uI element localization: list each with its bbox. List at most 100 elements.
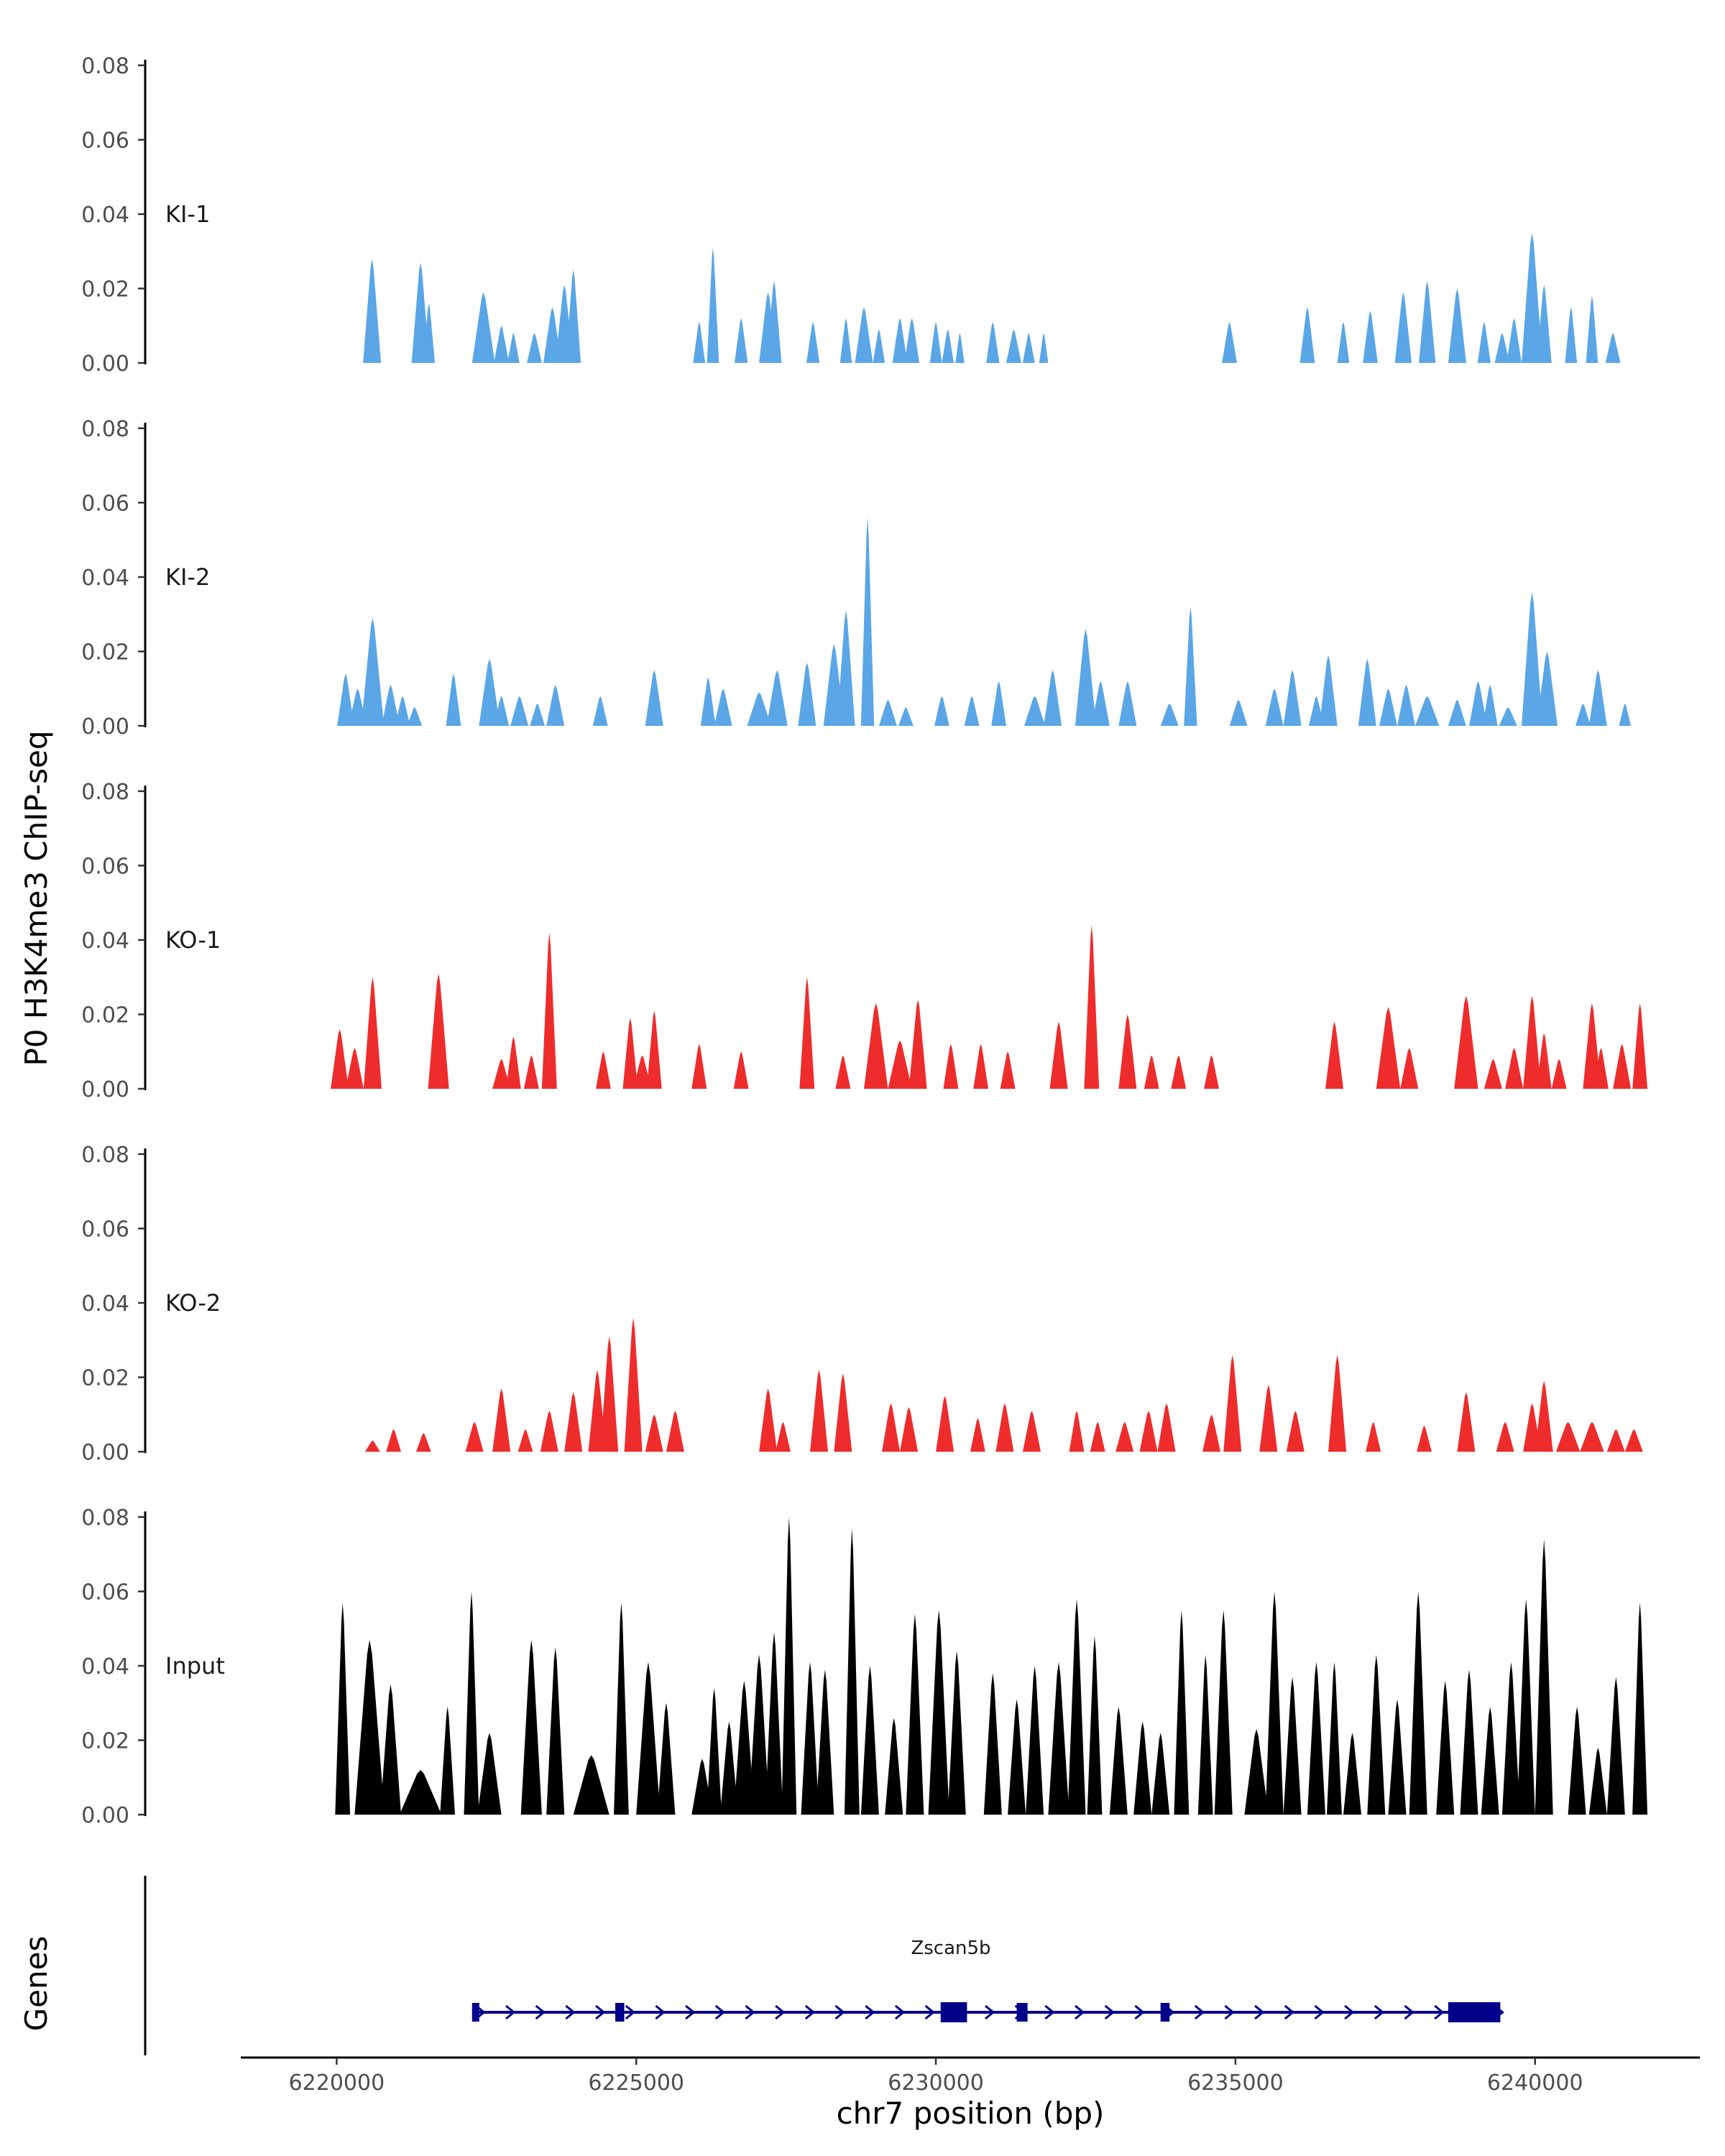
track-panel-ki-2: 0.00 0.02 0.04 0.06 0.08 KI-2 (81, 417, 1632, 740)
track-panels: 0.00 0.02 0.04 0.06 0.08 KI-1 0.00 0.02 0.04 0.06… (81, 54, 1648, 1828)
signal-peak (765, 1632, 783, 1815)
signal-peak (1067, 1598, 1086, 1815)
signal-peak (1229, 699, 1248, 726)
signal-peak (766, 281, 782, 363)
y-tick-label: 0.00 (81, 351, 129, 377)
track-panel-input: 0.00 0.02 0.04 0.06 0.08 Input (81, 1506, 1648, 1828)
signal-peak (1091, 681, 1110, 726)
signal-peak (1605, 333, 1621, 363)
signal-peak (546, 1647, 565, 1815)
x-axis: 6220000 6225000 6230000 6235000 6240000 (241, 2056, 1700, 2096)
signal-peak (964, 696, 980, 726)
signal-peak (1118, 1014, 1137, 1089)
signal-peak (1501, 1662, 1520, 1815)
signal-peak (1283, 1677, 1302, 1815)
signal-peak (973, 1044, 988, 1089)
signal-peak (1022, 1411, 1041, 1452)
signal-peak (518, 1429, 533, 1452)
signal-peak (1457, 1392, 1476, 1452)
signal-peak (1026, 1665, 1044, 1815)
signal-peak (928, 1610, 949, 1815)
strand-arrow (595, 2004, 606, 2020)
signal-peak (494, 696, 510, 726)
signal-peak (929, 322, 942, 363)
signal-peak (523, 1055, 539, 1089)
signal-peak (691, 1044, 707, 1089)
signal-peak (734, 318, 748, 363)
strand-arrow (1404, 2004, 1414, 2020)
signal-peak (1583, 1003, 1601, 1089)
signal-peak (363, 977, 382, 1089)
signal-peak (1568, 1706, 1586, 1815)
signal-peak (1551, 1059, 1567, 1089)
signal-peak (1436, 1680, 1455, 1815)
signal-peak (381, 685, 400, 726)
signal-peak (1265, 688, 1284, 726)
strand-arrow (804, 2004, 816, 2020)
signal-peak (1448, 699, 1466, 726)
signal-peak (781, 1516, 797, 1815)
signal-peak (1619, 703, 1632, 726)
signal-peak (1536, 651, 1558, 726)
y-tick-label: 0.02 (81, 1003, 129, 1028)
signal-peak (1632, 1003, 1648, 1089)
signal-peak (1624, 1429, 1643, 1452)
y-tick-label: 0.08 (81, 1506, 129, 1531)
signal-peak (349, 688, 367, 726)
strand-arrow (924, 2004, 935, 2020)
signal-peak (1222, 322, 1237, 363)
signal-peak (840, 318, 852, 363)
signal-peak (407, 707, 423, 726)
strand-arrow (625, 2004, 636, 2020)
signal-peak (386, 1429, 401, 1452)
y-tick-label: 0.00 (81, 714, 129, 740)
signal-peak (693, 322, 706, 363)
track-panel-ko-2: 0.00 0.02 0.04 0.06 0.08 KO-2 (81, 1143, 1643, 1465)
signal-peak (888, 1040, 912, 1089)
signal-peak (936, 1396, 954, 1452)
signal-peak (564, 1392, 583, 1452)
signal-peak (361, 617, 385, 726)
track-panel-ko-1: 0.00 0.02 0.04 0.06 0.08 KO-1 (81, 780, 1648, 1102)
signal-peak (1481, 1706, 1499, 1815)
signal-peak (1139, 1411, 1158, 1452)
signal-peak (986, 322, 1000, 363)
y-tick-label: 0.00 (81, 1077, 129, 1102)
signal-peak (1505, 1048, 1524, 1089)
signal-peak (810, 1370, 828, 1452)
signal-peak (1613, 1044, 1632, 1089)
signal-peak (1358, 658, 1376, 726)
strand-arrow (1254, 2004, 1265, 2020)
signal-peak (835, 1055, 851, 1089)
y-tick-label: 0.00 (81, 1440, 129, 1465)
y-axis-title: P0 H3K4me3 ChIP-seq (19, 730, 54, 1066)
track-label: KO-1 (165, 926, 221, 954)
signal-peak (1499, 707, 1517, 726)
signal-peak (645, 670, 663, 726)
signal-peak (1039, 333, 1049, 363)
signal-peak (733, 1680, 755, 1815)
strand-arrow (1194, 2004, 1205, 2020)
signal-peak (1606, 1429, 1625, 1452)
signal-peak (1044, 670, 1062, 726)
y-tick-label: 0.06 (81, 854, 129, 879)
signal-peak (748, 1654, 770, 1815)
strand-arrow (745, 2004, 755, 2020)
y-tick-label: 0.08 (81, 54, 129, 79)
signal-peak (707, 1688, 722, 1815)
signal-peak (873, 329, 886, 363)
signal-peak (970, 1418, 985, 1452)
exon (940, 2002, 967, 2022)
signal-peak (1283, 670, 1302, 726)
strand-arrow (714, 2004, 726, 2020)
signal-peak (1506, 318, 1522, 363)
strand-arrow (565, 2004, 576, 2020)
strand-arrow (894, 2004, 906, 2020)
signal-peak (472, 292, 495, 363)
signal-peak (395, 696, 410, 726)
signal-peak (1397, 685, 1415, 726)
signal-peak (1565, 307, 1578, 363)
gene-model (472, 2002, 1504, 2022)
track-label: KI-1 (165, 201, 210, 228)
signal-peak (1448, 288, 1466, 363)
